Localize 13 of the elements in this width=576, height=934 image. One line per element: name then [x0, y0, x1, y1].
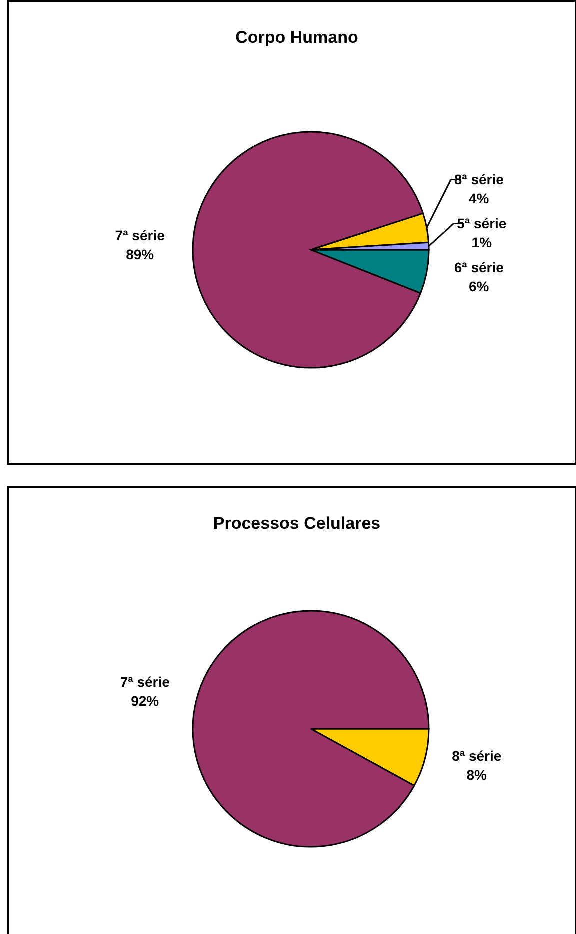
pie-slice — [192, 610, 430, 848]
data-label: 6% — [468, 278, 490, 295]
slice-label: 7ª série — [115, 227, 166, 244]
data-label: 1% — [472, 234, 493, 251]
chart-title: Processos Celulares — [213, 514, 381, 533]
data-label: 4% — [468, 190, 490, 207]
data-label: 8% — [466, 766, 488, 783]
slice-label: 6ª série — [454, 260, 504, 276]
slice-label: 7ª série — [120, 674, 170, 690]
slice-label: 8ª série — [452, 748, 502, 764]
chart-title: Corpo Humano — [236, 28, 358, 47]
data-label: 92% — [131, 693, 160, 710]
data-label: 89% — [126, 246, 155, 262]
